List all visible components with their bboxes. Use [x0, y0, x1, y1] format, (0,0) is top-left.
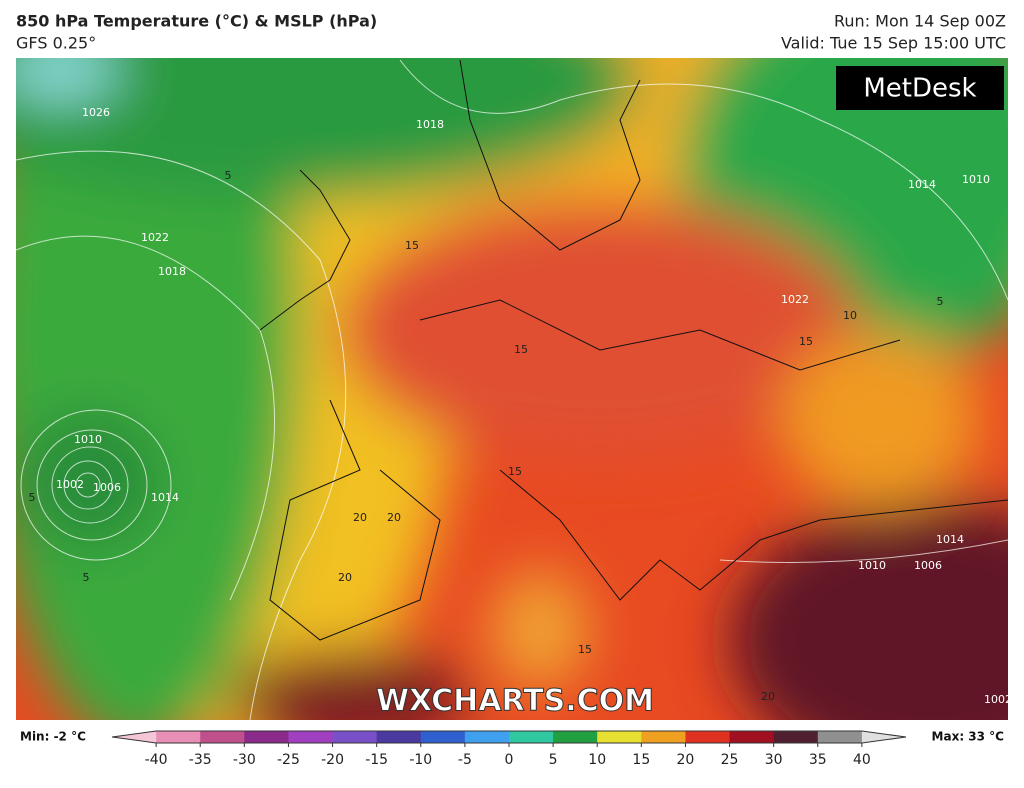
temperature-label: 15 [799, 335, 813, 348]
isobar-label: 1022 [781, 293, 809, 306]
title: 850 hPa Temperature (°C) & MSLP (hPa) [16, 12, 377, 31]
colorbar-segment [729, 731, 775, 743]
colorbar-tick-label: 25 [721, 752, 739, 768]
colorbar-segment [861, 731, 906, 743]
colorbar-tick-label: 30 [765, 752, 783, 768]
colorbar-segment [376, 731, 422, 743]
colorbar-tick-label: -25 [277, 752, 300, 768]
colorbar-tick-label: -40 [145, 752, 168, 768]
min-label: Min: -2 °C [20, 730, 86, 744]
colorbar-tick-label: -5 [458, 752, 472, 768]
isobar-label: 1018 [158, 265, 186, 278]
colorbar-segment [817, 731, 863, 743]
temperature-label: 15 [405, 239, 419, 252]
colorbar-tick-label: 15 [632, 752, 650, 768]
colorbar-segment [553, 731, 598, 743]
temperature-label: 15 [578, 643, 592, 656]
colorbar-tick-label: -35 [189, 752, 212, 768]
model: GFS 0.25° [16, 34, 96, 53]
colorbar-tick-label: -30 [233, 752, 256, 768]
temperature-label: 20 [387, 511, 401, 524]
isobar-label: 1018 [416, 118, 444, 131]
colorbar-segment [597, 731, 642, 743]
temperature-label: 20 [353, 511, 367, 524]
isobar-label: 1006 [93, 481, 121, 494]
temperature-label: 15 [514, 343, 528, 356]
temperature-label: 10 [843, 309, 857, 322]
colorbar: -40 -35 -30 -25 -20 -15 -10 -5 0 5 10 15 20 25 30 35 40 [111, 730, 907, 768]
logo-box [836, 66, 1004, 110]
watermark: WXCHARTS.COM [376, 684, 654, 719]
colorbar-segment [641, 731, 686, 743]
logo: MetDesk [863, 74, 976, 104]
colorbar-segment [464, 731, 510, 743]
colorbar-segment [332, 731, 378, 743]
colorbar-segment [773, 731, 819, 743]
temperature-label: 5 [29, 491, 36, 504]
colorbar-segment [509, 731, 554, 743]
temperature-label: 5 [225, 169, 232, 182]
colorbar-tick-label: 0 [505, 752, 514, 768]
isobar-label: 1002 [56, 478, 84, 491]
colorbar-segment [685, 731, 731, 743]
run: Run: Mon 14 Sep 00Z [834, 12, 1006, 31]
colorbar-tick-label: -20 [321, 752, 344, 768]
colorbar-segment [156, 731, 201, 743]
isobar-label: 1010 [74, 433, 102, 446]
isobar-label: 1010 [858, 559, 886, 572]
isobar-label: 1014 [151, 491, 179, 504]
colorbar-tick-label: 10 [588, 752, 606, 768]
colorbar-tick-label: -15 [365, 752, 388, 768]
isobar-label: 1010 [962, 173, 990, 186]
temperature-label: 5 [83, 571, 90, 584]
isobar-label: 1014 [936, 533, 964, 546]
colorbar-tick-label: 5 [549, 752, 558, 768]
colorbar-segment [420, 731, 466, 743]
colorbar-segment [244, 731, 289, 743]
colorbar-tick-label: 35 [809, 752, 827, 768]
isobar-label: 1002 [984, 693, 1012, 706]
colorbar-segment [288, 731, 334, 743]
colorbar-segment [112, 731, 157, 743]
colorbar-tick-label: 20 [677, 752, 695, 768]
isobar-label: 1022 [141, 231, 169, 244]
colorbar-segment [200, 731, 245, 743]
isobar-label: 1006 [914, 559, 942, 572]
isobar-label: 1014 [908, 178, 936, 191]
valid: Valid: Tue 15 Sep 15:00 UTC [781, 34, 1006, 53]
isobar-label: 1026 [82, 106, 110, 119]
max-label: Max: 33 °C [932, 730, 1005, 744]
temperature-label: 20 [761, 690, 775, 703]
colorbar-tick-label: 40 [853, 752, 871, 768]
temperature-label: 15 [508, 465, 522, 478]
temperature-label: 20 [338, 571, 352, 584]
temperature-label: 5 [937, 295, 944, 308]
colorbar-tick-label: -10 [409, 752, 432, 768]
